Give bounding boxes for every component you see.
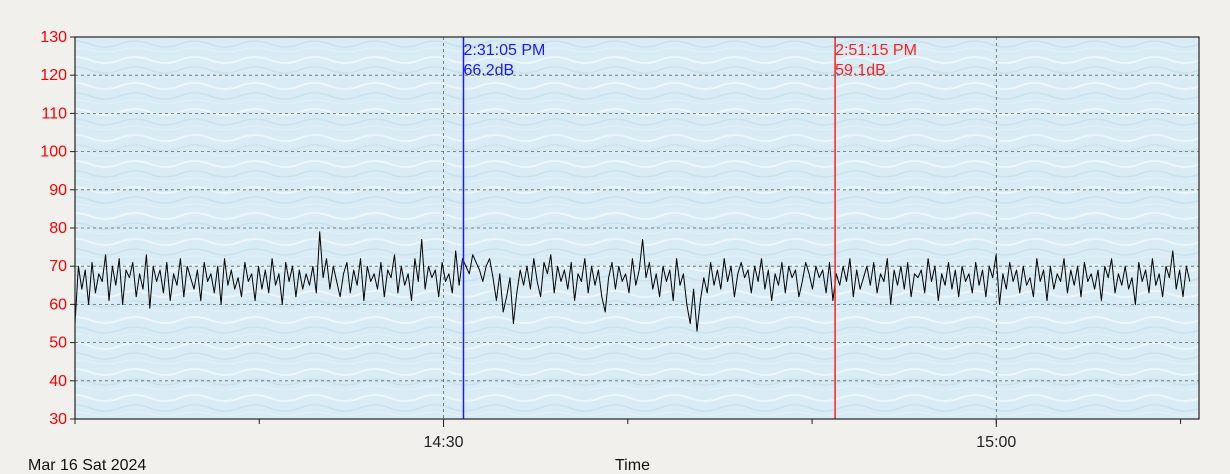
x-tick-label: 14:30 — [424, 434, 464, 451]
cursor-time-label: 2:31:05 PM — [463, 42, 545, 59]
cursor-layer: 2:31:05 PM 66.2dB 2:51:15 PM 59.1dB — [462, 37, 917, 419]
y-tick-label: 80 — [49, 220, 67, 237]
series-layer — [74, 231, 1191, 332]
axis-ticks: 30 40 50 60 70 80 90 100 110 120 130 14:30 15:00 — [40, 29, 1182, 451]
cursor-time-label: 2:51:15 PM — [835, 42, 917, 59]
sound-level-series-line — [74, 231, 1191, 332]
cursor-value-label: 66.2dB — [463, 62, 514, 79]
x-tick-label: 15:00 — [976, 434, 1016, 451]
y-tick-label: 100 — [40, 144, 67, 161]
y-tick-label: 30 — [49, 411, 67, 428]
y-tick-label: 70 — [49, 258, 67, 275]
y-tick-label: 90 — [49, 182, 67, 199]
y-tick-label: 130 — [40, 29, 67, 46]
y-tick-label: 40 — [49, 373, 67, 390]
y-tick-label: 120 — [40, 67, 67, 84]
cursor-value-label: 59.1dB — [835, 62, 886, 79]
y-tick-label: 60 — [49, 296, 67, 313]
y-tick-label: 110 — [41, 105, 67, 122]
x-axis-label: Time — [615, 457, 650, 474]
date-label: Mar 16 Sat 2024 — [28, 457, 146, 474]
grid-lines — [75, 37, 1199, 419]
y-tick-label: 50 — [49, 335, 67, 352]
